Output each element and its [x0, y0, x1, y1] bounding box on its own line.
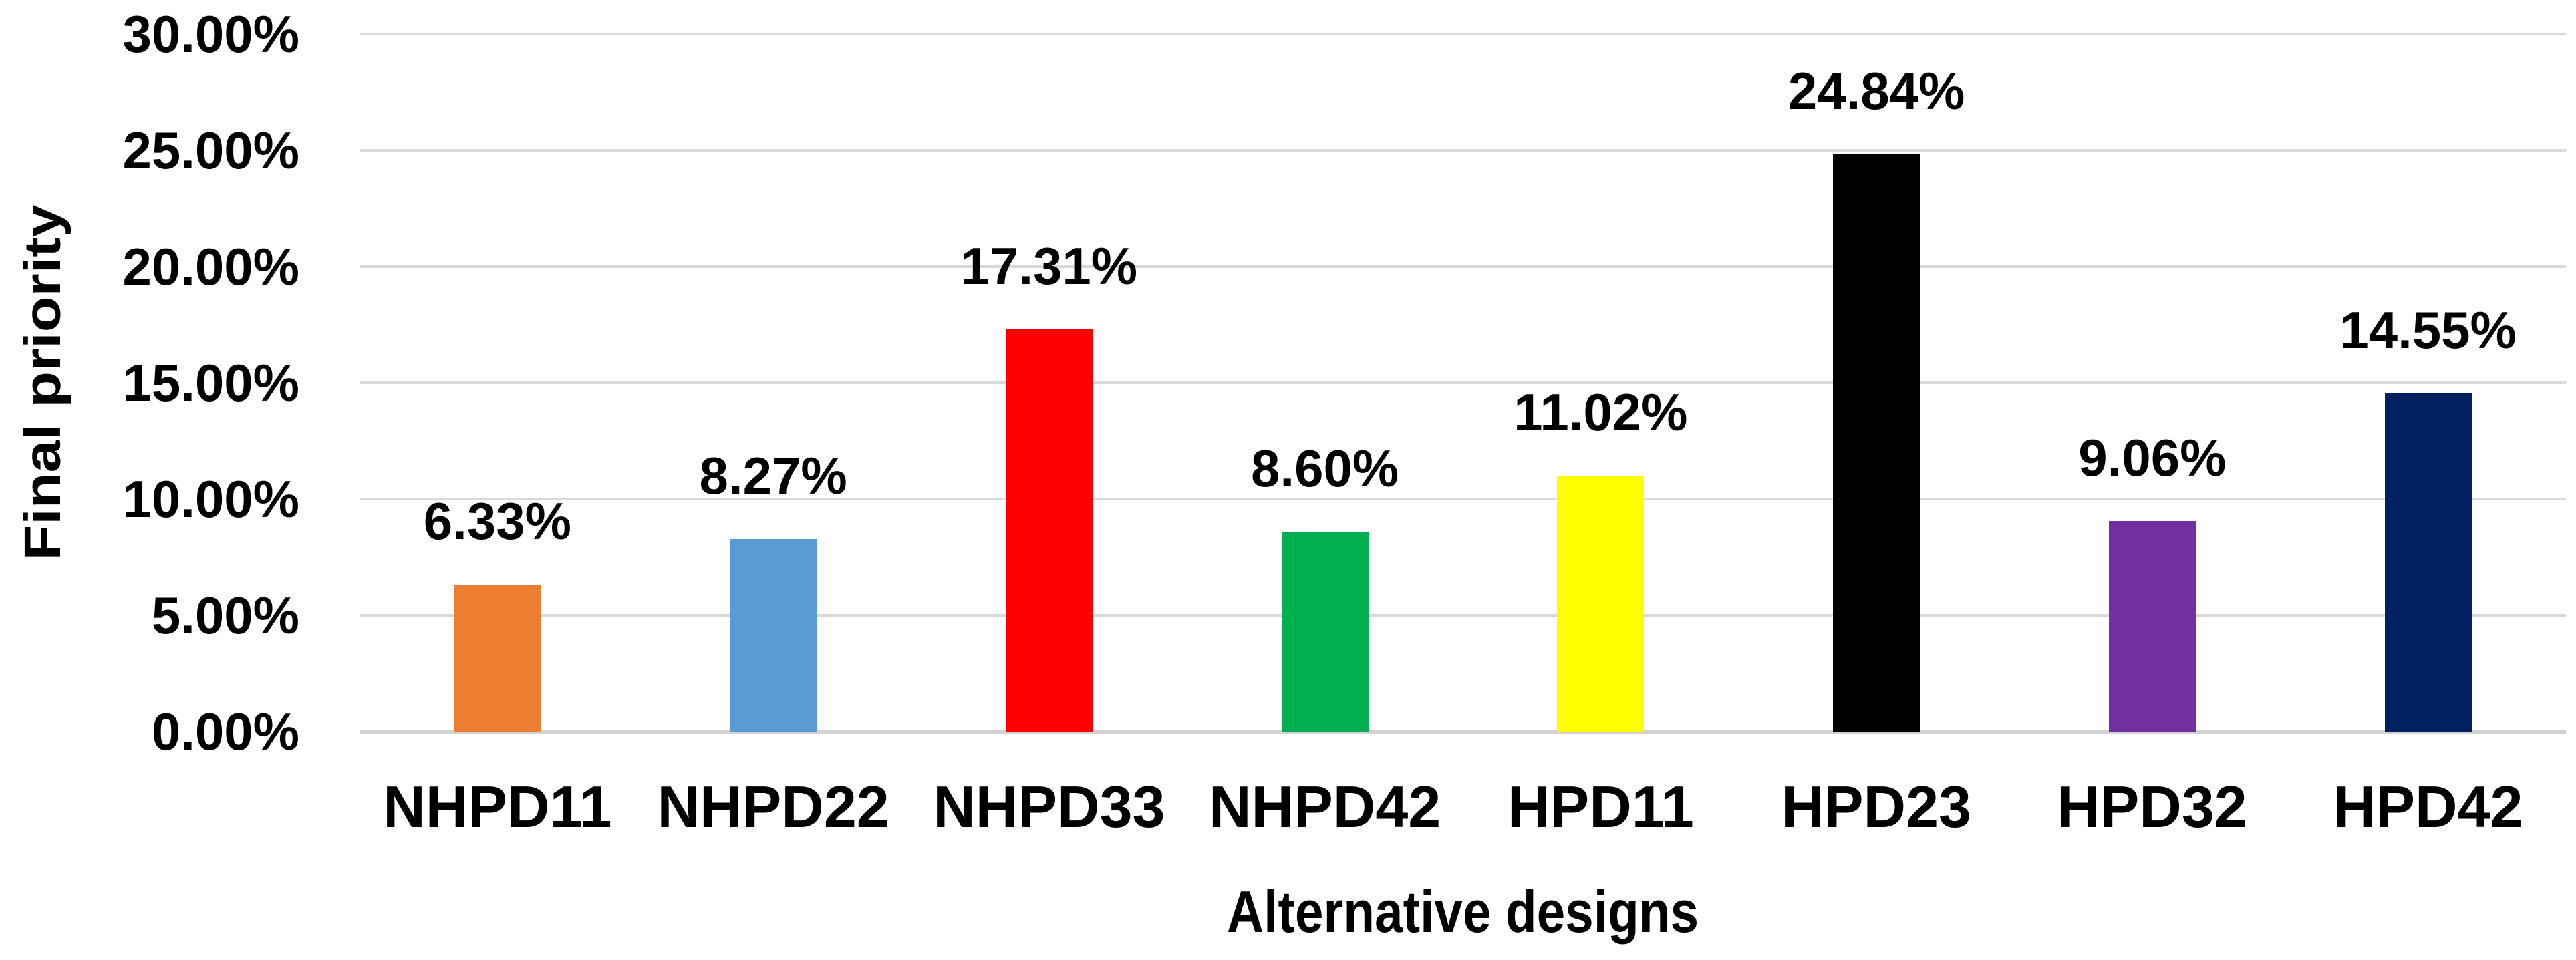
- data-label-HPD42: 14.55%: [2339, 300, 2517, 359]
- bar-NHPD22: [730, 539, 817, 732]
- y-tick-label-20.00%: 20.00%: [122, 237, 299, 296]
- data-label-NHPD42: 8.60%: [1251, 438, 1399, 498]
- x-category-label-NHPD33: NHPD33: [933, 774, 1165, 840]
- data-label-NHPD11: 6.33%: [423, 491, 571, 550]
- gridline-25.00%: [360, 149, 2566, 152]
- x-axis-title: Alternative designs: [1226, 878, 1699, 945]
- y-tick-label-25.00%: 25.00%: [122, 121, 299, 180]
- bar-HPD42: [2384, 393, 2472, 732]
- bar-HPD32: [2108, 520, 2196, 732]
- x-category-label-NHPD22: NHPD22: [657, 774, 889, 840]
- x-category-label-NHPD11: NHPD11: [383, 774, 612, 840]
- y-tick-label-10.00%: 10.00%: [122, 470, 299, 528]
- x-category-label-HPD11: HPD11: [1507, 774, 1694, 840]
- x-category-label-HPD32: HPD32: [2057, 774, 2247, 840]
- gridline-15.00%: [360, 381, 2566, 384]
- data-label-NHPD22: 8.27%: [699, 446, 847, 506]
- gridline-30.00%: [360, 33, 2566, 35]
- y-tick-label-15.00%: 15.00%: [122, 353, 299, 412]
- gridline-20.00%: [360, 265, 2566, 268]
- bar-NHPD11: [454, 584, 541, 732]
- y-tick-label-0.00%: 0.00%: [151, 702, 299, 761]
- data-label-HPD11: 11.02%: [1514, 382, 1688, 442]
- bar-HPD11: [1557, 475, 1644, 732]
- x-category-label-NHPD42: NHPD42: [1209, 774, 1441, 840]
- bar-NHPD42: [1281, 531, 1369, 732]
- bar-HPD23: [1833, 154, 1920, 732]
- data-label-HPD23: 24.84%: [1787, 61, 1965, 120]
- x-category-label-HPD42: HPD42: [2333, 774, 2523, 840]
- x-category-label-HPD23: HPD23: [1781, 774, 1971, 840]
- y-tick-label-5.00%: 5.00%: [151, 586, 299, 645]
- gridline-10.00%: [360, 498, 2566, 500]
- bar-NHPD33: [1005, 329, 1093, 732]
- gridline-5.00%: [360, 614, 2566, 617]
- data-label-HPD32: 9.06%: [2078, 428, 2227, 487]
- data-label-NHPD33: 17.31%: [960, 236, 1138, 295]
- gridline-0.00%: [360, 730, 2566, 734]
- y-tick-label-30.00%: 30.00%: [122, 5, 299, 63]
